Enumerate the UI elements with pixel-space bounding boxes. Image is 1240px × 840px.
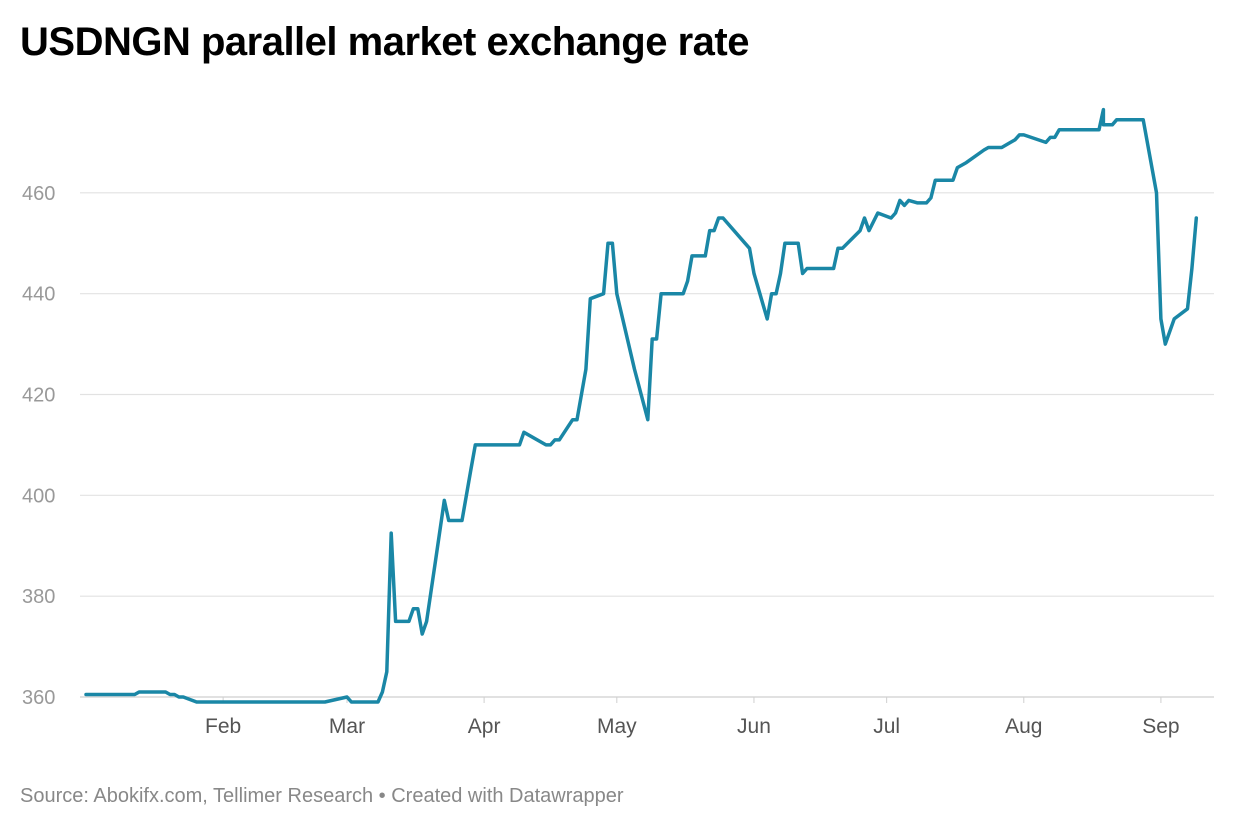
x-tick-label: Apr xyxy=(468,715,501,738)
source-note: Source: Abokifx.com, Tellimer Research •… xyxy=(20,785,624,807)
x-tick-label: Mar xyxy=(329,715,365,738)
x-tick-label: Sep xyxy=(1142,715,1179,738)
x-tick-label: Feb xyxy=(205,715,241,738)
x-tick-label: Aug xyxy=(1005,715,1042,738)
y-tick-label: 400 xyxy=(22,485,55,507)
y-tick-label: 360 xyxy=(22,687,55,709)
series-line-usdngn xyxy=(84,107,1199,704)
y-tick-label: 440 xyxy=(22,284,55,306)
x-tick-label: May xyxy=(597,715,637,738)
y-tick-label: 460 xyxy=(22,183,55,205)
x-axis-ticks: Feb Mar Apr May Jun Jul Aug Sep xyxy=(205,697,1180,738)
y-tick-label: 380 xyxy=(22,586,55,608)
gridlines xyxy=(80,192,1214,698)
chart-title: USDNGN parallel market exchange rate xyxy=(20,20,749,64)
y-axis-ticks: 360 380 400 420 440 460 xyxy=(22,183,55,709)
x-tick-label: Jul xyxy=(873,715,900,738)
x-tick-label: Jun xyxy=(737,715,771,738)
y-tick-label: 420 xyxy=(22,385,55,407)
